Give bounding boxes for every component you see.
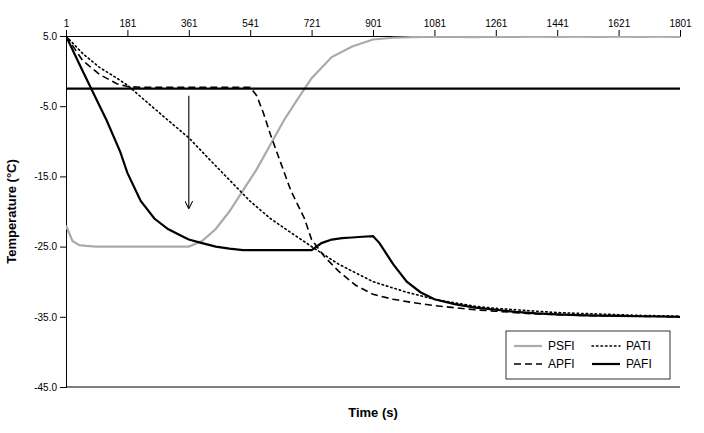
legend-swatch xyxy=(514,363,542,365)
y-tick: -5.0 xyxy=(40,101,66,112)
x-tick: 1261 xyxy=(485,18,508,36)
y-axis: 5.0 -5.0 -15.0 -25.0 -35.0 -45.0 xyxy=(34,31,66,393)
x-tick: 1621 xyxy=(608,18,631,36)
y-tick: 5.0 xyxy=(43,31,66,42)
legend-label: PSFI xyxy=(548,339,575,353)
x-tick-mark xyxy=(189,30,190,36)
series-line xyxy=(66,36,680,317)
series-line xyxy=(66,37,680,247)
x-tick-label: 541 xyxy=(242,18,259,29)
arrow xyxy=(188,96,189,208)
y-tick: -45.0 xyxy=(34,382,66,393)
y-tick: -25.0 xyxy=(34,241,66,252)
x-tick-label: 901 xyxy=(365,18,382,29)
x-tick: 1 xyxy=(64,18,70,36)
x-tick-label: 1441 xyxy=(547,18,570,29)
y-tick-label: -35.0 xyxy=(34,312,57,323)
legend-label: APFI xyxy=(548,357,575,371)
x-tick-label: 1261 xyxy=(485,18,508,29)
data-layer xyxy=(66,36,680,317)
x-tick-label: 1801 xyxy=(669,18,692,29)
legend-label: PATI xyxy=(626,339,651,353)
y-tick-mark xyxy=(60,387,66,388)
x-tick-mark xyxy=(312,30,313,36)
plot-area: 1 181 361 541 721 901 1081 1261 1441 1621 1801 5.0 -… xyxy=(4,18,692,420)
series-line xyxy=(66,36,680,317)
legend: PSFI PATI APFI PAFI xyxy=(506,331,670,379)
x-tick: 1801 xyxy=(669,18,692,36)
y-tick: -15.0 xyxy=(34,171,66,182)
y-tick-mark xyxy=(60,317,66,318)
legend-label: PAFI xyxy=(626,357,652,371)
x-tick-label: 1 xyxy=(64,18,70,29)
x-tick-mark xyxy=(127,30,128,36)
legend-swatch xyxy=(592,363,620,365)
x-tick-label: 181 xyxy=(120,18,137,29)
x-tick: 181 xyxy=(120,18,137,36)
x-tick: 901 xyxy=(365,18,382,36)
y-tick-mark xyxy=(60,176,66,177)
chart: 1 181 361 541 721 901 1081 1261 1441 1621 1801 5.0 -… xyxy=(0,0,704,433)
y-tick-mark xyxy=(60,106,66,107)
legend-item: PSFI xyxy=(514,339,575,353)
x-tick-mark xyxy=(619,30,620,36)
x-tick-mark xyxy=(434,30,435,36)
x-axis-title: Time (s) xyxy=(348,405,398,420)
legend-swatch xyxy=(514,345,542,347)
x-tick-label: 721 xyxy=(304,18,321,29)
x-tick-mark xyxy=(680,30,681,36)
y-tick: -35.0 xyxy=(34,312,66,323)
x-tick: 361 xyxy=(181,18,198,36)
y-axis-title: Temperature (°C) xyxy=(4,159,19,264)
legend-swatch xyxy=(592,345,620,347)
y-tick-mark xyxy=(60,247,66,248)
legend-frame xyxy=(506,331,670,379)
x-tick-mark xyxy=(250,30,251,36)
x-tick-mark xyxy=(557,30,558,36)
x-tick: 541 xyxy=(242,18,259,36)
x-tick: 1081 xyxy=(424,18,447,36)
x-tick-label: 361 xyxy=(181,18,198,29)
x-tick-label: 1081 xyxy=(424,18,447,29)
reference-line xyxy=(66,88,680,90)
legend-item: PATI xyxy=(592,339,651,353)
legend-item: PAFI xyxy=(592,357,652,371)
x-tick: 1441 xyxy=(547,18,570,36)
y-tick-label: -25.0 xyxy=(34,241,57,252)
x-tick-mark xyxy=(66,30,67,36)
y-axis-line xyxy=(60,37,67,388)
x-tick-label: 1621 xyxy=(608,18,631,29)
x-tick-mark xyxy=(373,30,374,36)
x-tick-mark xyxy=(496,30,497,36)
y-tick-label: -15.0 xyxy=(34,171,57,182)
x-axis: 1 181 361 541 721 901 1081 1261 1441 1621 1801 xyxy=(64,18,692,37)
legend-item: APFI xyxy=(514,357,575,371)
y-tick-label: -5.0 xyxy=(40,101,58,112)
y-tick-mark xyxy=(60,36,66,37)
series-line xyxy=(66,36,680,316)
x-axis-bottom-line xyxy=(66,387,680,388)
y-tick-label: -45.0 xyxy=(34,382,57,393)
y-tick-label: 5.0 xyxy=(43,31,57,42)
x-axis-line xyxy=(67,30,681,37)
x-tick: 721 xyxy=(304,18,321,36)
